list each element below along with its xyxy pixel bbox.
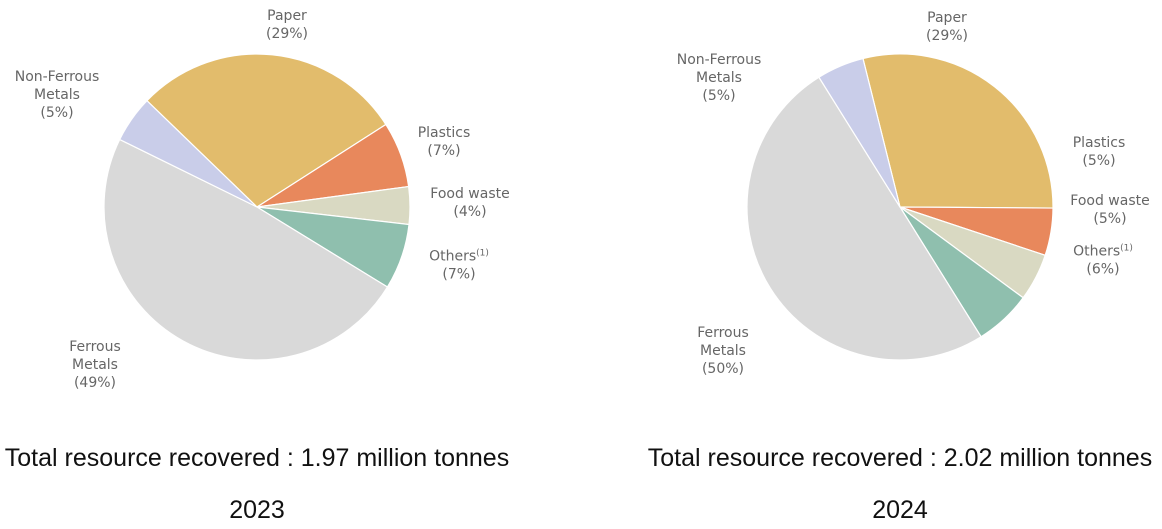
slice-label: Ferrous Metals (49%) bbox=[55, 338, 135, 392]
percent-label: (50%) bbox=[701, 361, 745, 377]
slice-label: Others(1) (6%) bbox=[1073, 240, 1133, 279]
slice-label: Plastics (7%) bbox=[418, 124, 471, 160]
percent-label: (5%) bbox=[1093, 211, 1127, 227]
pie-slice bbox=[862, 53, 1054, 209]
category-text: Paper bbox=[927, 10, 967, 26]
category-text: Plastics bbox=[417, 125, 471, 141]
slice-label: Food waste (5%) bbox=[1070, 192, 1149, 228]
category-text: Plastics bbox=[1072, 135, 1126, 151]
slice-label: Others(1) (7%) bbox=[429, 245, 489, 284]
category-name: Ferrous Metals bbox=[55, 338, 135, 374]
chart-subtitle: Total resource recovered : 1.97 million … bbox=[4, 444, 510, 472]
category-text: Food waste bbox=[430, 186, 510, 202]
category-name: Paper bbox=[266, 7, 308, 25]
category-text: Others bbox=[429, 248, 477, 265]
percent-label: (29%) bbox=[265, 26, 309, 42]
category-name: Non-Ferrous Metals bbox=[2, 68, 112, 104]
percent-label: (6%) bbox=[1086, 261, 1120, 278]
chart-title: 2024 bbox=[872, 496, 928, 524]
chart-title: 2023 bbox=[229, 496, 285, 524]
category-text: Food waste bbox=[1070, 193, 1150, 209]
pie-slice bbox=[746, 76, 982, 361]
percent-label: (7%) bbox=[427, 143, 461, 159]
slice-label: Ferrous Metals (50%) bbox=[683, 324, 763, 378]
slice-label: Plastics (5%) bbox=[1073, 134, 1126, 170]
slice-label: Food waste (4%) bbox=[430, 185, 509, 221]
category-text: Others bbox=[1073, 243, 1121, 260]
category-name: Plastics bbox=[418, 124, 471, 142]
slice-label: Paper (29%) bbox=[926, 9, 968, 45]
slice-label: Non-Ferrous Metals (5%) bbox=[2, 68, 112, 122]
category-name: Ferrous Metals bbox=[683, 324, 763, 360]
pie-slice bbox=[818, 57, 901, 208]
footnote-marker: (1) bbox=[476, 248, 489, 259]
category-name: Plastics bbox=[1073, 134, 1126, 152]
percent-label: (5%) bbox=[1082, 153, 1116, 169]
category-text: Ferrous Metals bbox=[697, 325, 749, 359]
slice-label: Non-Ferrous Metals (5%) bbox=[664, 51, 774, 105]
category-text: Non-Ferrous Metals bbox=[676, 52, 762, 86]
percent-label: (29%) bbox=[925, 28, 969, 44]
category-name: Food waste bbox=[430, 185, 509, 203]
category-name: Paper bbox=[926, 9, 968, 27]
pie-slice bbox=[103, 138, 389, 361]
category-text: Non-Ferrous Metals bbox=[14, 69, 100, 103]
category-name: Others(1) bbox=[1073, 240, 1133, 261]
slice-label: Paper (29%) bbox=[266, 7, 308, 43]
category-name: Food waste bbox=[1070, 192, 1149, 210]
percent-label: (49%) bbox=[73, 375, 117, 391]
percent-label: (5%) bbox=[702, 88, 736, 104]
category-name: Others(1) bbox=[429, 245, 489, 266]
category-name: Non-Ferrous Metals bbox=[664, 51, 774, 87]
pie-slice bbox=[146, 53, 387, 208]
percent-label: (4%) bbox=[453, 204, 487, 220]
category-text: Paper bbox=[267, 8, 307, 24]
footnote-marker: (1) bbox=[1120, 243, 1133, 254]
percent-label: (7%) bbox=[442, 266, 476, 283]
percent-label: (5%) bbox=[40, 105, 74, 121]
category-text: Ferrous Metals bbox=[69, 339, 121, 373]
chart-subtitle: Total resource recovered : 2.02 million … bbox=[647, 444, 1153, 472]
pie-slice bbox=[118, 99, 258, 208]
